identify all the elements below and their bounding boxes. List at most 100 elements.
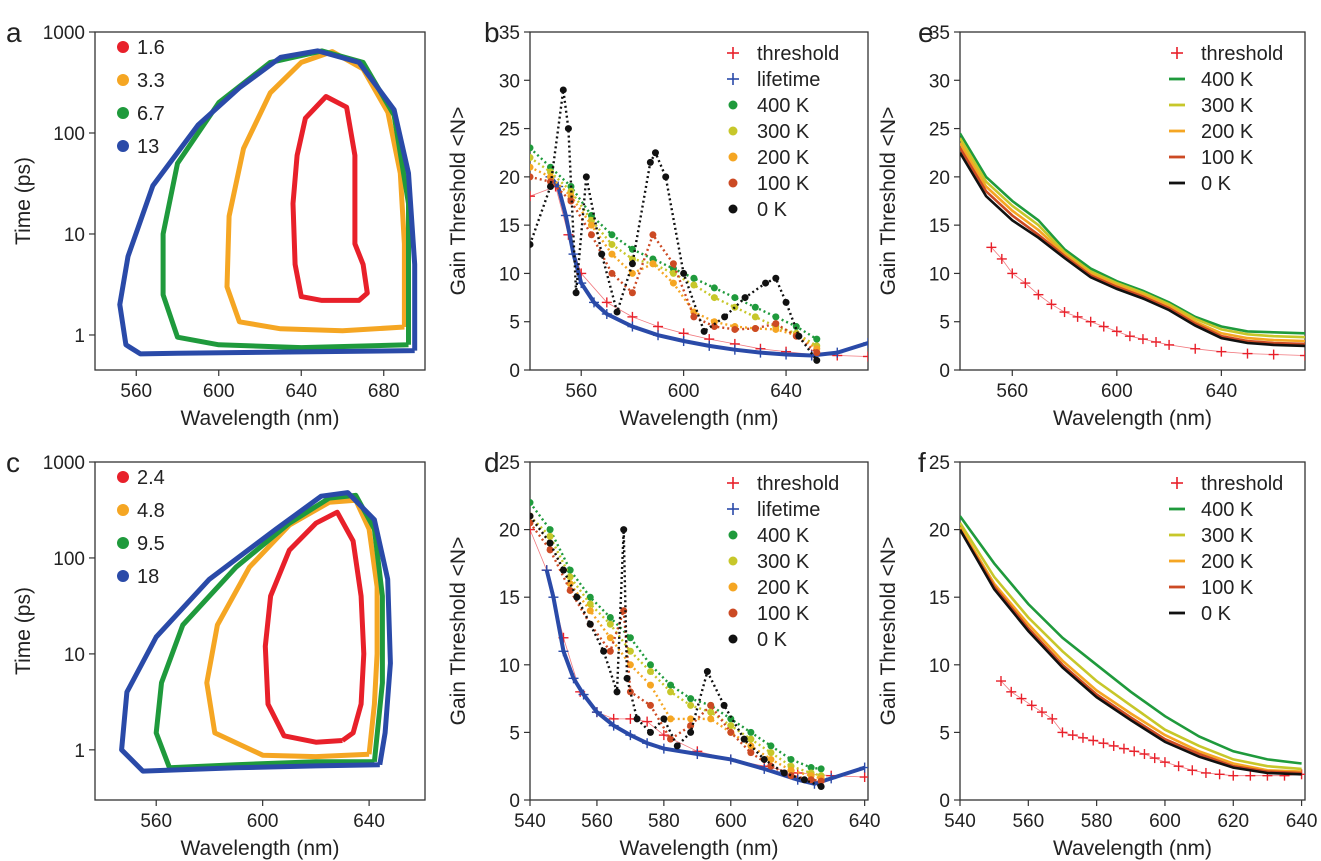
- y-tick-label: 20: [929, 521, 950, 542]
- point-200-k: [649, 260, 657, 268]
- point-0-k: [720, 701, 728, 709]
- point-threshold: [1085, 316, 1096, 327]
- point-threshold: [1124, 331, 1135, 342]
- point-400-k: [751, 303, 759, 311]
- point-threshold: [1214, 769, 1225, 780]
- point-400-k: [710, 284, 718, 292]
- plot-frame: [94, 31, 426, 371]
- point-300-k: [646, 668, 654, 676]
- point-threshold: [1046, 299, 1057, 310]
- point-200-k: [608, 250, 616, 258]
- x-tick-label: 600: [247, 811, 279, 832]
- legend-label-100-k: 100 K: [757, 173, 810, 195]
- point-200-k: [530, 163, 534, 171]
- y-tick-label: 1000: [43, 23, 85, 44]
- point-threshold: [530, 524, 535, 535]
- panel-label-b: b: [484, 17, 500, 48]
- point-0-k: [600, 647, 608, 655]
- point-100-k: [649, 231, 657, 239]
- x-tick-label: 600: [668, 381, 700, 402]
- point-threshold: [1159, 757, 1170, 768]
- point-0-k: [646, 158, 654, 166]
- point-200-k: [667, 715, 675, 723]
- legend-marker-threshold: [1171, 477, 1183, 489]
- x-tick-label: 560: [996, 381, 1028, 402]
- series-group: [960, 132, 1305, 361]
- point-300-k: [747, 735, 755, 743]
- point-0-k: [662, 173, 670, 181]
- series-group: [530, 86, 868, 364]
- point-300-k: [669, 269, 677, 277]
- point-lifetime: [642, 738, 653, 749]
- point-300-k: [710, 294, 718, 302]
- point-300-k: [667, 688, 675, 696]
- point-400-k: [586, 593, 594, 601]
- point-300-k: [546, 532, 554, 540]
- panel-label-c: c: [6, 447, 20, 478]
- point-lifetime: [704, 340, 715, 351]
- point-0-k: [530, 512, 534, 520]
- point-0-k: [546, 183, 554, 191]
- point-0-k: [620, 526, 628, 534]
- y-tick-label: 10: [64, 225, 85, 246]
- legend-marker-0-k: [728, 634, 738, 644]
- series-line-300-k: [960, 522, 1302, 771]
- series-line-0-k: [530, 515, 822, 788]
- point-0-k: [813, 356, 821, 364]
- contour-line-3.3: [224, 49, 407, 334]
- point-400-k: [772, 313, 780, 321]
- x-axis-label: Wavelength (nm): [1053, 407, 1212, 430]
- legend-marker-lifetime: [727, 73, 739, 85]
- legend-marker-9.5: [117, 537, 129, 549]
- legend: 2.4 4.8 9.5 18: [117, 467, 165, 588]
- y-tick-label: 10: [929, 264, 950, 285]
- point-threshold: [627, 311, 638, 322]
- y-tick-label: 0: [939, 791, 950, 812]
- plot-frame: [94, 461, 426, 801]
- x-tick-label: 600: [715, 811, 747, 832]
- point-threshold: [1245, 770, 1256, 781]
- point-0-k: [780, 769, 788, 777]
- point-threshold: [1026, 700, 1037, 711]
- point-lifetime: [653, 330, 664, 341]
- point-lifetime: [729, 344, 740, 355]
- y-axis-label: Gain Threshold <N>: [877, 537, 900, 726]
- point-lifetime: [826, 773, 837, 784]
- point-100-k: [530, 173, 534, 181]
- point-0-k: [530, 240, 534, 248]
- point-lifetime: [601, 308, 612, 319]
- point-threshold: [1067, 730, 1078, 741]
- point-threshold: [642, 716, 653, 727]
- point-threshold: [1057, 727, 1068, 738]
- x-axis-label: Wavelength (nm): [619, 407, 778, 430]
- point-lifetime: [576, 278, 587, 289]
- x-tick-label: 600: [1101, 381, 1133, 402]
- y-tick-label: 30: [929, 71, 950, 92]
- point-200-k: [669, 279, 677, 287]
- legend-label-18: 18: [137, 566, 159, 588]
- x-tick-label: 560: [140, 811, 172, 832]
- legend-marker-0-k: [728, 204, 738, 214]
- point-0-k: [572, 289, 580, 297]
- y-tick-label: 10: [929, 656, 950, 677]
- point-400-k: [787, 755, 795, 763]
- point-lifetime: [725, 754, 736, 765]
- x-tick-label: 580: [1081, 811, 1113, 832]
- point-threshold: [1268, 349, 1279, 360]
- legend-marker-100-k: [728, 178, 738, 188]
- point-threshold: [1006, 686, 1017, 697]
- point-100-k: [751, 324, 759, 332]
- point-threshold: [1098, 321, 1109, 332]
- legend-label-lifetime: lifetime: [757, 499, 820, 521]
- y-tick-label: 15: [929, 216, 950, 237]
- contour-line-13: [117, 48, 418, 357]
- point-0-k: [740, 735, 748, 743]
- point-0-k: [782, 298, 790, 306]
- point-lifetime: [548, 592, 559, 603]
- point-0-k: [817, 782, 825, 790]
- point-0-k: [559, 86, 567, 94]
- y-tick-label: 10: [64, 645, 85, 666]
- point-threshold: [1059, 307, 1070, 318]
- point-0-k: [660, 715, 668, 723]
